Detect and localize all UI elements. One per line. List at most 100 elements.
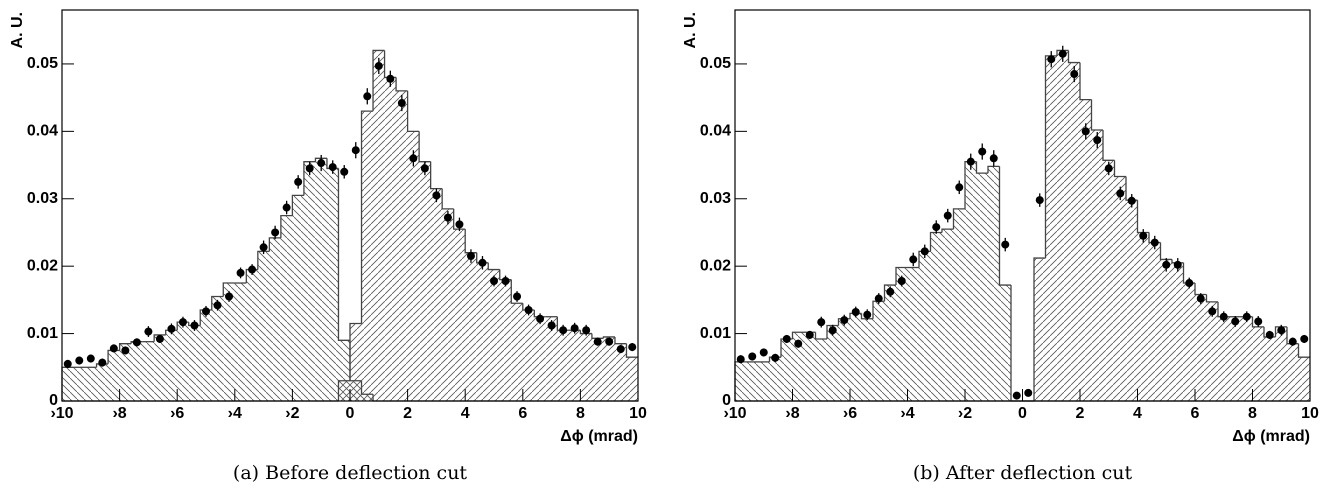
data-point xyxy=(570,324,579,333)
hist-bin xyxy=(85,367,97,401)
data-point xyxy=(559,326,568,335)
data-point xyxy=(121,346,130,355)
data-point xyxy=(1300,334,1309,343)
hist-bin xyxy=(326,168,339,401)
y-tick-label: 0.03 xyxy=(27,190,58,207)
data-point xyxy=(794,339,803,348)
data-point xyxy=(920,247,929,256)
hist-bin xyxy=(522,309,535,401)
data-point xyxy=(1208,307,1217,316)
hist-outline xyxy=(268,237,281,252)
y-axis-label: A. U. xyxy=(682,12,699,48)
data-point xyxy=(443,213,452,222)
hist-bin xyxy=(1068,62,1080,401)
x-tick-label: ›10 xyxy=(50,405,73,422)
hist-bin xyxy=(930,232,942,401)
data-point xyxy=(294,177,303,186)
data-point xyxy=(328,163,337,172)
hist-outline xyxy=(860,313,873,320)
hist-outline xyxy=(314,157,327,162)
hist-outline xyxy=(291,194,304,216)
data-point xyxy=(1104,164,1113,173)
x-tick-label: 6 xyxy=(518,405,527,422)
data-point xyxy=(1265,330,1274,339)
hist-outline xyxy=(487,262,500,271)
hist-bin xyxy=(188,325,201,401)
hist-bin xyxy=(373,50,385,402)
x-tick-label: ›8 xyxy=(785,405,799,422)
x-tick-label: ›10 xyxy=(723,405,746,422)
hist-bin xyxy=(591,338,604,401)
hist-bin xyxy=(919,251,931,401)
hist-bin xyxy=(430,188,443,401)
hist-bin xyxy=(1218,316,1230,401)
hist-bin xyxy=(1241,316,1253,401)
hist-bin xyxy=(119,343,132,401)
hist-bin xyxy=(211,296,224,401)
hist-outline xyxy=(349,322,362,381)
data-point xyxy=(1242,312,1251,321)
hist-bin xyxy=(603,336,615,401)
data-point xyxy=(513,292,522,301)
data-point xyxy=(736,355,745,364)
hist-bin xyxy=(200,309,212,401)
data-point xyxy=(1047,55,1056,64)
hist-bin xyxy=(850,313,862,401)
hist-bin xyxy=(827,325,839,401)
data-point xyxy=(363,92,372,101)
data-point xyxy=(932,223,941,232)
data-point xyxy=(420,164,429,173)
data-point xyxy=(1070,70,1079,79)
data-point xyxy=(167,324,176,333)
caption: (b) After deflection cut xyxy=(913,462,1133,484)
x-tick-label: 8 xyxy=(1248,405,1257,422)
data-point xyxy=(748,352,757,361)
hist-outline xyxy=(1159,242,1172,261)
x-tick-label: ›4 xyxy=(900,405,914,422)
hist-outline xyxy=(591,333,604,339)
hist-bin xyxy=(350,323,362,401)
hist-bin xyxy=(234,283,247,401)
hist-outline xyxy=(998,166,1011,286)
data-point xyxy=(547,321,556,330)
hist-outline xyxy=(625,343,638,358)
hist-bin xyxy=(407,131,420,401)
hist-outline xyxy=(360,110,374,324)
data-point xyxy=(466,252,475,261)
data-point xyxy=(75,356,84,365)
hist-bin xyxy=(338,380,350,401)
data-point xyxy=(1127,196,1136,205)
hist-outline xyxy=(1136,200,1149,234)
hist-bin xyxy=(453,229,466,401)
x-tick-label: 4 xyxy=(461,405,470,422)
data-point xyxy=(1219,312,1228,321)
hist-outline xyxy=(429,161,443,190)
x-tick-label: ›8 xyxy=(112,405,126,422)
hist-bin xyxy=(1137,232,1149,401)
data-point xyxy=(828,326,837,335)
data-point xyxy=(582,326,591,335)
x-tick-label: ›2 xyxy=(958,405,972,422)
hist-outline xyxy=(1033,257,1046,401)
hist-bin xyxy=(108,350,120,401)
hist-outline xyxy=(883,284,896,302)
data-point xyxy=(782,334,791,343)
hist-outline xyxy=(211,295,224,310)
hist-bin xyxy=(96,363,109,401)
data-point xyxy=(259,243,268,252)
data-point xyxy=(98,358,107,367)
data-point xyxy=(178,318,187,327)
data-point xyxy=(966,157,975,166)
data-point xyxy=(593,337,602,346)
hist-bin xyxy=(580,333,592,401)
data-point xyxy=(536,314,545,323)
data-point xyxy=(432,191,441,200)
data-point xyxy=(1024,388,1033,397)
hist-bin xyxy=(1252,326,1264,401)
data-point xyxy=(86,354,95,363)
hist-bin xyxy=(499,279,512,401)
y-tick-label: 0.04 xyxy=(700,123,731,140)
data-point xyxy=(840,316,849,325)
data-point xyxy=(340,167,349,176)
